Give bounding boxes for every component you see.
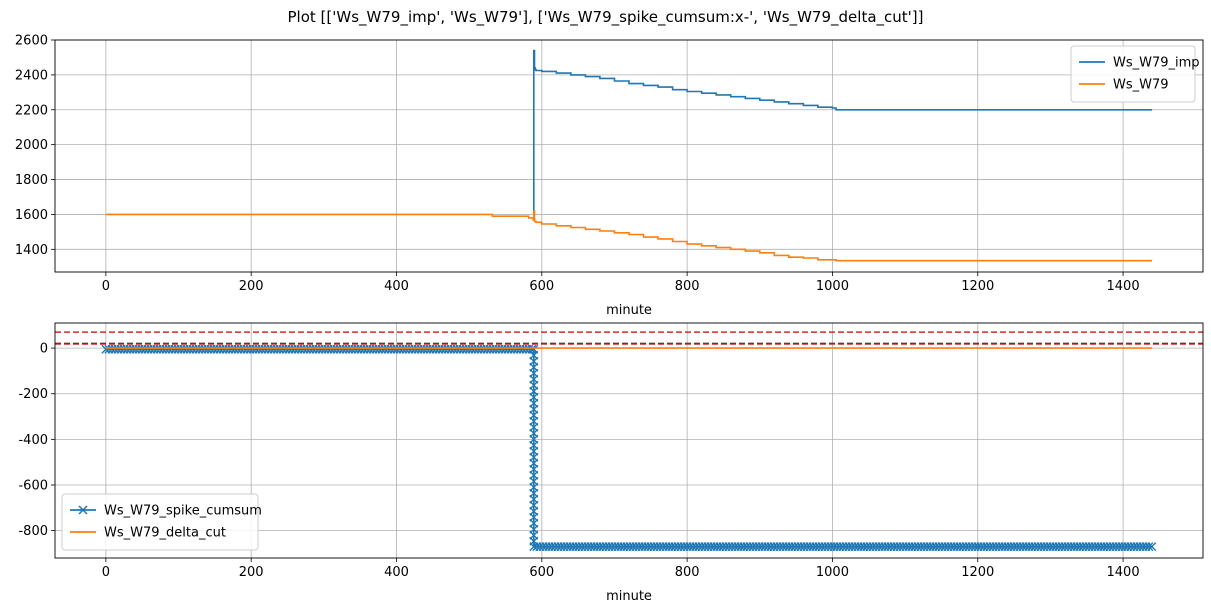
- x-tick-label: 800: [675, 565, 700, 580]
- x-tick-label: 0: [102, 565, 110, 580]
- bottom-axes: 0 200 400 600 800 1000 1200 1400 -800 -600 -400 -20…: [18, 322, 1204, 604]
- legend-box: [1070, 45, 1196, 103]
- series-line-Ws_W79_imp: [533, 49, 1153, 216]
- y-tick-label: -600: [18, 478, 48, 493]
- legend-label: Ws_W79: [1113, 78, 1169, 93]
- top-series-lines: [105, 49, 1153, 262]
- x-axis-label: minute: [606, 303, 652, 318]
- series-line-Ws_W79_spike_cumsum: [105, 348, 1153, 548]
- legend-label: Ws_W79_imp: [1113, 56, 1200, 71]
- y-tick-label: -800: [18, 524, 48, 539]
- legend-marker: [78, 505, 88, 515]
- x-tick-label: 1200: [961, 279, 994, 294]
- y-tick-label: 1600: [15, 208, 48, 223]
- x-tick-label: 0: [102, 279, 110, 294]
- x-tick-label: 1400: [1107, 279, 1140, 294]
- figure-title: Plot [['Ws_W79_imp', 'Ws_W79'], ['Ws_W79…: [288, 8, 924, 27]
- x-marker: [1147, 542, 1157, 552]
- x-axis-label: minute: [606, 589, 652, 604]
- legend-box: [61, 493, 259, 551]
- x-tick-label: 1000: [816, 279, 849, 294]
- bottom-series-lines: [55, 331, 1203, 552]
- series-markers-Ws_W79_spike_cumsum: [101, 344, 1157, 552]
- y-tick-label: 2000: [15, 138, 48, 153]
- x-tick-label: 200: [239, 279, 264, 294]
- bottom-legend: Ws_W79_spike_cumsum Ws_W79_delta_cut: [61, 493, 262, 551]
- x-tick-label: 1400: [1107, 565, 1140, 580]
- x-tick-label: 1200: [961, 565, 994, 580]
- top-legend: Ws_W79_imp Ws_W79: [1070, 45, 1200, 103]
- plot-frame: [54, 39, 1204, 273]
- top-axes: 0 200 400 600 800 1000 1200 1400 1400 1600 1800 200…: [15, 34, 1204, 318]
- y-tick-label: -200: [18, 387, 48, 402]
- x-tick-label: 400: [384, 565, 409, 580]
- y-tick-label: 2200: [15, 103, 48, 118]
- x-marker: [1144, 542, 1154, 552]
- x-marker: [527, 344, 537, 354]
- y-tick-label: 0: [40, 342, 48, 357]
- x-tick-label: 200: [239, 565, 264, 580]
- top-plot: 0 200 400 600 800 1000 1200 1400 1400 1600 1800 200…: [15, 34, 1204, 318]
- x-tick-label: 600: [529, 565, 554, 580]
- y-tick-label: 2600: [15, 34, 48, 49]
- legend-label: Ws_W79_spike_cumsum: [104, 504, 262, 519]
- bottom-plot: 0 200 400 600 800 1000 1200 1400 -800 -600 -400 -20…: [18, 322, 1204, 604]
- y-tick-label: -400: [18, 433, 48, 448]
- series-line-Ws_W79: [105, 210, 1153, 262]
- x-tick-label: 600: [529, 279, 554, 294]
- top-grid: [55, 39, 1203, 272]
- x-tick-label: 400: [384, 279, 409, 294]
- y-tick-label: 1800: [15, 173, 48, 188]
- x-tick-label: 1000: [816, 565, 849, 580]
- x-tick-label: 800: [675, 279, 700, 294]
- y-tick-label: 2400: [15, 68, 48, 83]
- legend-label: Ws_W79_delta_cut: [104, 526, 226, 541]
- y-tick-label: 1400: [15, 243, 48, 258]
- plot-frame: [54, 322, 1204, 559]
